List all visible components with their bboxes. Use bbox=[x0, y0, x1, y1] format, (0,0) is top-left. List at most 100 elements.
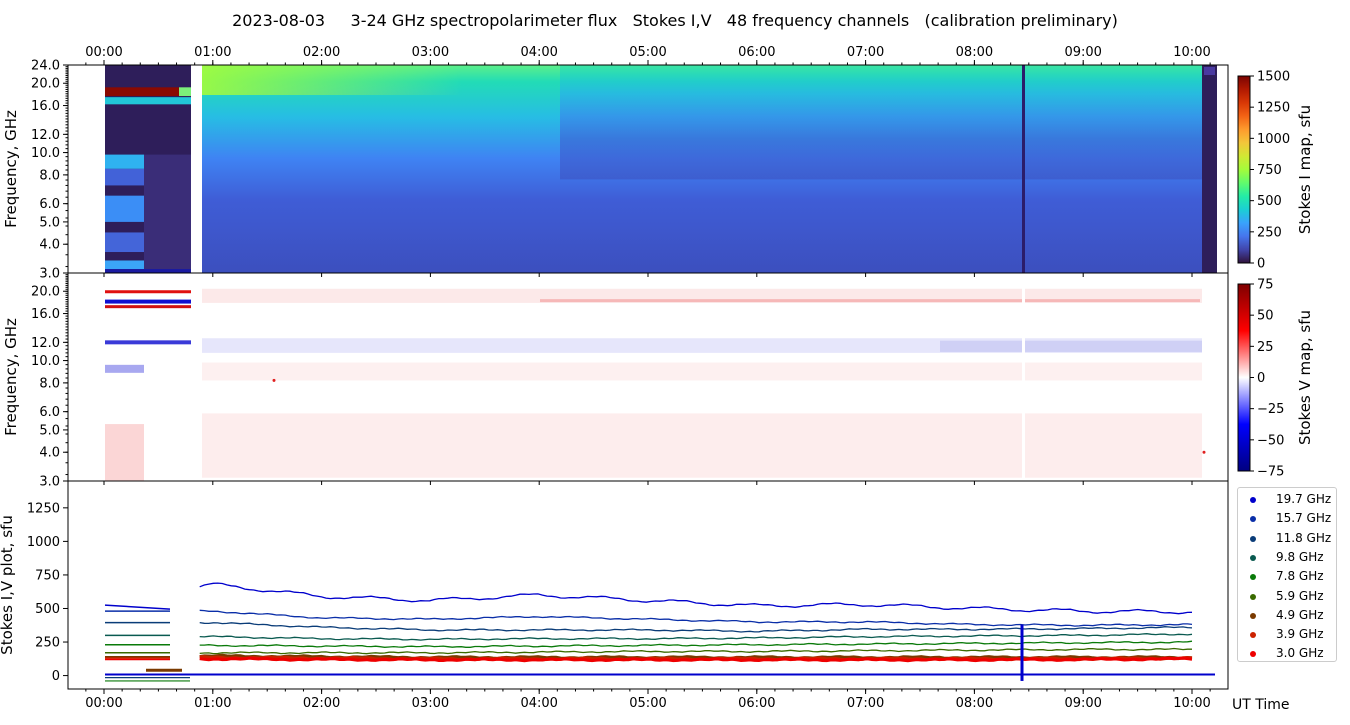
stokes-i-cb-tick-label-1: 1250 bbox=[1257, 101, 1290, 116]
series-1-line bbox=[199, 609, 1193, 627]
stokes-v-pink-low bbox=[105, 424, 144, 481]
stokes-v-y-tick-label-8: 20.0 bbox=[31, 285, 60, 300]
legend-label: 15.7 GHz bbox=[1276, 511, 1332, 526]
x-tick-label-top-0: 00:00 bbox=[85, 45, 122, 60]
stokes-i-band-3 bbox=[105, 260, 144, 272]
stokes-i-end-block bbox=[1202, 65, 1217, 273]
legend-marker bbox=[1250, 632, 1256, 639]
series-0-early bbox=[104, 604, 171, 610]
plot-y-tick-label-3: 750 bbox=[35, 568, 60, 583]
x-tick-label-top-6: 06:00 bbox=[738, 45, 775, 60]
stokes-i-band-4 bbox=[105, 232, 144, 253]
plot-y-tick-label-2: 500 bbox=[35, 602, 60, 617]
legend-item: 3.9 GHz bbox=[1238, 626, 1338, 644]
legend-label: 9.8 GHz bbox=[1276, 549, 1324, 564]
stokes-i-colorbar bbox=[1237, 75, 1251, 264]
stokes-i-cyan-band bbox=[105, 97, 191, 105]
stokes-i-y-tick-label-0: 3.0 bbox=[39, 267, 60, 282]
stokes-i-y-tick-label-1: 4.0 bbox=[39, 238, 60, 253]
x-tick-label-top-2: 02:00 bbox=[303, 45, 340, 60]
legend-marker bbox=[1250, 516, 1256, 523]
stokes-i-bottom-strip bbox=[105, 269, 191, 273]
x-tick-label-bottom-10: 10:00 bbox=[1173, 696, 1210, 711]
stokes-v-red-band-1 bbox=[105, 290, 191, 294]
stokes-v-y-tick-label-0: 3.0 bbox=[39, 475, 60, 490]
plot-y-tick-label-5: 1250 bbox=[27, 501, 60, 516]
legend-item: 3.0 GHz bbox=[1238, 645, 1338, 663]
plot-y-tick-label-1: 250 bbox=[35, 636, 60, 651]
stokes-v-y-tick-label-3: 6.0 bbox=[39, 405, 60, 420]
legend-label: 19.7 GHz bbox=[1276, 492, 1332, 506]
stokes-i-cb-tick-label-2: 1000 bbox=[1257, 132, 1290, 147]
figure-title: 2023-08-03 3-24 GHz spectropolarimeter f… bbox=[232, 11, 1118, 30]
stokes-v-y-tick-label-1: 4.0 bbox=[39, 446, 60, 461]
x-tick-label-top-1: 01:00 bbox=[194, 45, 231, 60]
stokes-v-red-band-2 bbox=[105, 305, 191, 309]
legend-label: 7.8 GHz bbox=[1276, 569, 1324, 584]
legend-marker bbox=[1250, 593, 1256, 600]
legend-label: 3.0 GHz bbox=[1276, 646, 1324, 661]
legend-marker bbox=[1250, 554, 1256, 561]
stokes-v-main-blue-band-2 bbox=[940, 340, 1202, 352]
plot-y-tick-label-4: 1000 bbox=[27, 535, 60, 550]
stokes-i-y-tick-label-5: 10.0 bbox=[31, 146, 60, 161]
stokes-v-cb-tick-label-0: 75 bbox=[1257, 278, 1274, 293]
x-tick-label-top-7: 07:00 bbox=[847, 45, 884, 60]
x-tick-label-bottom-5: 05:00 bbox=[629, 696, 666, 711]
stokes-v-y-axis-label: Frequency, GHz bbox=[2, 318, 20, 436]
stokes-i-y-tick-label-9: 24.0 bbox=[31, 59, 60, 74]
legend-item: 19.7 GHz bbox=[1238, 491, 1338, 509]
legend-marker bbox=[1250, 535, 1256, 542]
stokes-i-y-tick-label-8: 20.0 bbox=[31, 77, 60, 92]
plot-y-axis-label: Stokes I,V plot, sfu bbox=[0, 515, 16, 655]
stokes-i-band-8 bbox=[105, 168, 144, 186]
stokes-v-y-tick-label-6: 12.0 bbox=[31, 336, 60, 351]
stokes-v-spot bbox=[272, 378, 276, 382]
legend-marker bbox=[1250, 497, 1256, 503]
stokes-i-hot-band bbox=[105, 87, 179, 97]
legend-item: 5.9 GHz bbox=[1238, 588, 1338, 606]
x-tick-label-bottom-1: 01:00 bbox=[194, 696, 231, 711]
stokes-i-y-axis-label: Frequency, GHz bbox=[2, 110, 20, 228]
legend-label: 3.9 GHz bbox=[1276, 627, 1324, 642]
stokes-v-main-red-line bbox=[540, 299, 1200, 303]
x-tick-label-top-10: 10:00 bbox=[1173, 45, 1210, 60]
stokes-v-main-pink-low bbox=[202, 413, 1202, 478]
x-tick-label-bottom-3: 03:00 bbox=[412, 696, 449, 711]
stokes-v-blue-band bbox=[105, 299, 191, 304]
legend-item: 11.8 GHz bbox=[1238, 530, 1338, 548]
stokes-i-dim-block bbox=[144, 154, 191, 272]
stokes-v-cb-tick-label-3: 0 bbox=[1257, 371, 1265, 386]
legend-marker bbox=[1250, 651, 1256, 658]
stokes-i-end-mark bbox=[1204, 67, 1215, 75]
series-8-line bbox=[199, 656, 1193, 663]
stokes-i-dropout-line bbox=[1022, 65, 1025, 273]
legend-label: 4.9 GHz bbox=[1276, 607, 1324, 622]
legend-marker bbox=[1250, 574, 1256, 581]
x-tick-label-top-4: 04:00 bbox=[520, 45, 557, 60]
legend-item: 7.8 GHz bbox=[1238, 568, 1338, 586]
stokes-i-main-fade bbox=[560, 65, 1202, 180]
x-tick-label-bottom-6: 06:00 bbox=[738, 696, 775, 711]
x-axis-label: UT Time bbox=[1232, 697, 1290, 713]
stokes-v-blue-12 bbox=[105, 340, 191, 345]
stokes-i-cb-tick-label-6: 0 bbox=[1257, 257, 1265, 272]
legend-item: 4.9 GHz bbox=[1238, 607, 1338, 625]
stokes-v-cb-tick-label-4: −25 bbox=[1257, 402, 1284, 417]
stokes-i-cb-tick-label-5: 250 bbox=[1257, 225, 1282, 240]
stokes-v-y-tick-label-5: 10.0 bbox=[31, 354, 60, 369]
stokes-i-cb-tick-label-4: 500 bbox=[1257, 194, 1282, 209]
stokes-v-y-tick-label-4: 8.0 bbox=[39, 376, 60, 391]
stokes-i-band-9 bbox=[105, 154, 144, 169]
stokes-i-green-glow bbox=[202, 65, 462, 95]
legend-marker bbox=[1250, 612, 1256, 619]
x-tick-label-top-8: 08:00 bbox=[956, 45, 993, 60]
stokes-v-main-pink-mid bbox=[202, 362, 1202, 381]
legend-label: 5.9 GHz bbox=[1276, 588, 1324, 603]
stokes-i-y-tick-label-3: 6.0 bbox=[39, 197, 60, 212]
x-tick-label-bottom-2: 02:00 bbox=[303, 696, 340, 711]
stokes-v-blue-9 bbox=[105, 364, 144, 373]
stokes-v-cb-tick-label-5: −50 bbox=[1257, 433, 1284, 448]
x-tick-label-top-5: 05:00 bbox=[629, 45, 666, 60]
